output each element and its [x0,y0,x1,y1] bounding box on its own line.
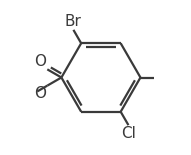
Text: O: O [34,54,46,69]
Text: O: O [35,86,47,101]
Text: Cl: Cl [121,126,136,141]
Text: Br: Br [65,14,82,29]
